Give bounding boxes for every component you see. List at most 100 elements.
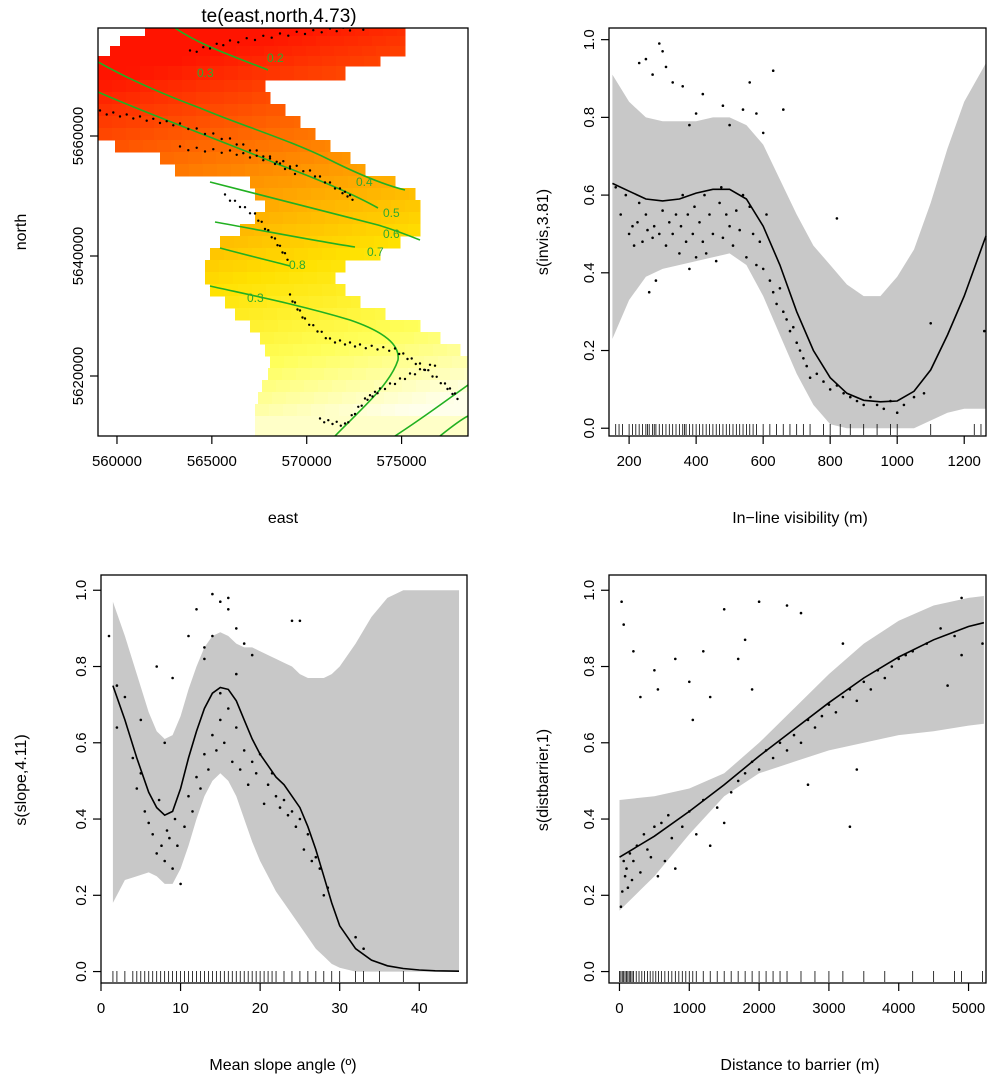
location-point xyxy=(286,258,289,261)
location-point xyxy=(358,343,362,346)
heat-cell xyxy=(110,46,125,57)
residual-point xyxy=(661,50,664,53)
residual-point xyxy=(286,813,290,817)
residual-point xyxy=(848,825,852,828)
heat-cell xyxy=(204,36,219,47)
location-point xyxy=(293,172,297,176)
y-tick-label: 5620000 xyxy=(70,347,87,405)
residual-point xyxy=(139,718,143,722)
location-point xyxy=(158,121,162,125)
location-point xyxy=(235,153,238,156)
x-tick-label: 1200 xyxy=(948,453,981,470)
residual-point xyxy=(168,836,171,840)
panel-0-xlabel: east xyxy=(268,510,299,527)
residual-point xyxy=(681,825,684,828)
heat-cell xyxy=(338,368,353,381)
residual-point xyxy=(694,112,698,115)
residual-point xyxy=(792,733,796,737)
heat-cell xyxy=(98,128,113,141)
heat-cell xyxy=(140,56,155,67)
location-point xyxy=(248,212,252,215)
heat-cell xyxy=(390,320,405,333)
residual-point xyxy=(663,859,667,863)
heat-cell xyxy=(205,260,220,273)
residual-point xyxy=(782,108,785,111)
heat-cell xyxy=(220,236,235,249)
location-point xyxy=(212,132,215,135)
heat-cell xyxy=(140,92,155,105)
location-point xyxy=(410,357,413,360)
location-point xyxy=(320,330,323,333)
residual-point xyxy=(771,290,775,294)
heat-cell xyxy=(398,392,413,405)
heat-cell xyxy=(315,164,330,177)
heat-cell xyxy=(308,56,323,67)
heat-cell xyxy=(250,176,265,189)
location-point xyxy=(328,337,332,340)
location-point xyxy=(302,170,305,173)
location-point xyxy=(178,122,182,125)
heat-cell xyxy=(322,66,337,81)
residual-point xyxy=(703,193,706,197)
residual-point xyxy=(219,718,222,722)
heat-cell xyxy=(166,46,181,57)
residual-point xyxy=(642,833,646,836)
residual-point xyxy=(160,844,163,847)
heat-cell xyxy=(98,104,113,117)
heat-cell xyxy=(154,92,169,105)
residual-point xyxy=(187,634,190,638)
residual-point xyxy=(163,741,166,745)
residual-point xyxy=(632,244,636,247)
heat-cell xyxy=(293,344,308,357)
confidence-band xyxy=(612,63,986,429)
location-point xyxy=(414,362,417,366)
location-point xyxy=(423,368,427,372)
heat-cell xyxy=(284,356,299,369)
heat-cell xyxy=(176,36,191,47)
heat-cell xyxy=(98,56,113,67)
heat-cell xyxy=(126,66,141,81)
heat-cell xyxy=(380,368,395,381)
location-point xyxy=(333,341,337,344)
location-point xyxy=(243,206,247,209)
location-point xyxy=(364,347,367,350)
heat-cell xyxy=(271,28,286,37)
heat-cell xyxy=(182,116,197,129)
heat-cell xyxy=(260,332,275,345)
heat-cell xyxy=(294,56,309,67)
location-point xyxy=(283,252,287,255)
residual-point xyxy=(649,855,653,859)
heat-cell xyxy=(440,392,455,405)
panel-3-frame xyxy=(608,574,987,984)
location-point xyxy=(145,119,148,122)
residual-point xyxy=(631,224,634,228)
contour-line xyxy=(214,221,356,248)
heat-cell xyxy=(238,104,253,117)
residual-point xyxy=(771,69,775,72)
heat-cell xyxy=(381,188,396,201)
residual-point xyxy=(674,867,677,870)
heat-cell xyxy=(168,104,183,117)
residual-point xyxy=(671,232,674,236)
heat-cell xyxy=(245,164,260,177)
heat-cell xyxy=(294,284,309,297)
residual-point xyxy=(729,791,733,794)
location-point xyxy=(281,251,284,254)
x-tick-label: 2000 xyxy=(742,1000,775,1017)
heat-cell xyxy=(252,104,267,117)
heat-cell xyxy=(154,104,169,117)
residual-point xyxy=(981,642,984,645)
heat-cell xyxy=(224,128,239,141)
heat-cell xyxy=(280,116,295,129)
residual-point xyxy=(670,836,674,840)
residual-point xyxy=(890,665,894,668)
residual-point xyxy=(298,619,302,623)
heat-cell xyxy=(112,116,127,129)
heatmap-points xyxy=(98,28,459,427)
residual-point xyxy=(653,825,656,828)
contour-line xyxy=(174,28,269,71)
location-point xyxy=(195,127,198,130)
y-tick-label: 0.6 xyxy=(581,185,598,206)
heat-cell xyxy=(290,236,305,249)
location-point xyxy=(335,420,338,423)
